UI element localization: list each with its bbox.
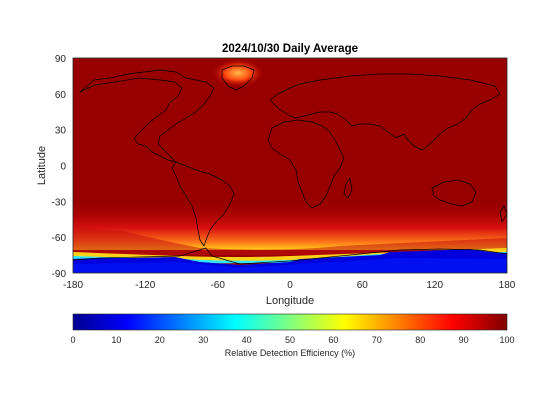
y-tick-label: 0	[60, 162, 66, 173]
y-tick-label: -90	[52, 269, 67, 280]
x-axis: -180 -120 -60 0 60 120 180 Longitude	[63, 280, 516, 307]
plot-frame	[72, 57, 508, 274]
colorbar-label: Relative Detection Efficiency (%)	[225, 348, 355, 358]
colorbar-tick-label: 30	[198, 335, 208, 345]
y-tick-label: -60	[52, 233, 67, 244]
x-tick-label: 120	[426, 280, 443, 291]
colorbar-tick-label: 100	[499, 335, 514, 345]
y-tick-label: 60	[55, 90, 67, 101]
colorbar-gradient	[72, 313, 508, 331]
x-tick-label: 0	[287, 280, 293, 291]
colorbar-tick-label: 0	[70, 335, 75, 345]
coastlines	[73, 65, 507, 265]
colorbar-tick-label: 50	[285, 335, 295, 345]
y-tick-label: 90	[55, 54, 67, 65]
y-axis: 90 60 30 0 -30 -60 -90 Latitude	[36, 54, 66, 280]
colorbar-tick-label: 20	[155, 335, 165, 345]
colorbar: 0 10 20 30 40 50 60 70 80 90 100 Relativ…	[70, 313, 515, 358]
x-axis-label: Longitude	[266, 295, 314, 307]
colorbar-tick-label: 10	[111, 335, 121, 345]
x-tick-label: 60	[357, 280, 369, 291]
chart-title: 2024/10/30 Daily Average	[222, 43, 358, 55]
y-axis-label: Latitude	[36, 146, 48, 185]
colorbar-tick-label: 60	[328, 335, 338, 345]
colorbar-tick-label: 90	[459, 335, 469, 345]
x-tick-label: -120	[135, 280, 155, 291]
y-tick-label: 30	[55, 126, 67, 137]
x-tick-label: -180	[63, 280, 83, 291]
colorbar-tick-label: 80	[415, 335, 425, 345]
colorbar-tick-label: 40	[242, 335, 252, 345]
x-tick-label: 180	[499, 280, 516, 291]
x-tick-label: -60	[210, 280, 225, 291]
y-tick-label: -30	[52, 197, 67, 208]
heatmap-field	[73, 58, 507, 273]
colorbar-tick-label: 70	[372, 335, 382, 345]
